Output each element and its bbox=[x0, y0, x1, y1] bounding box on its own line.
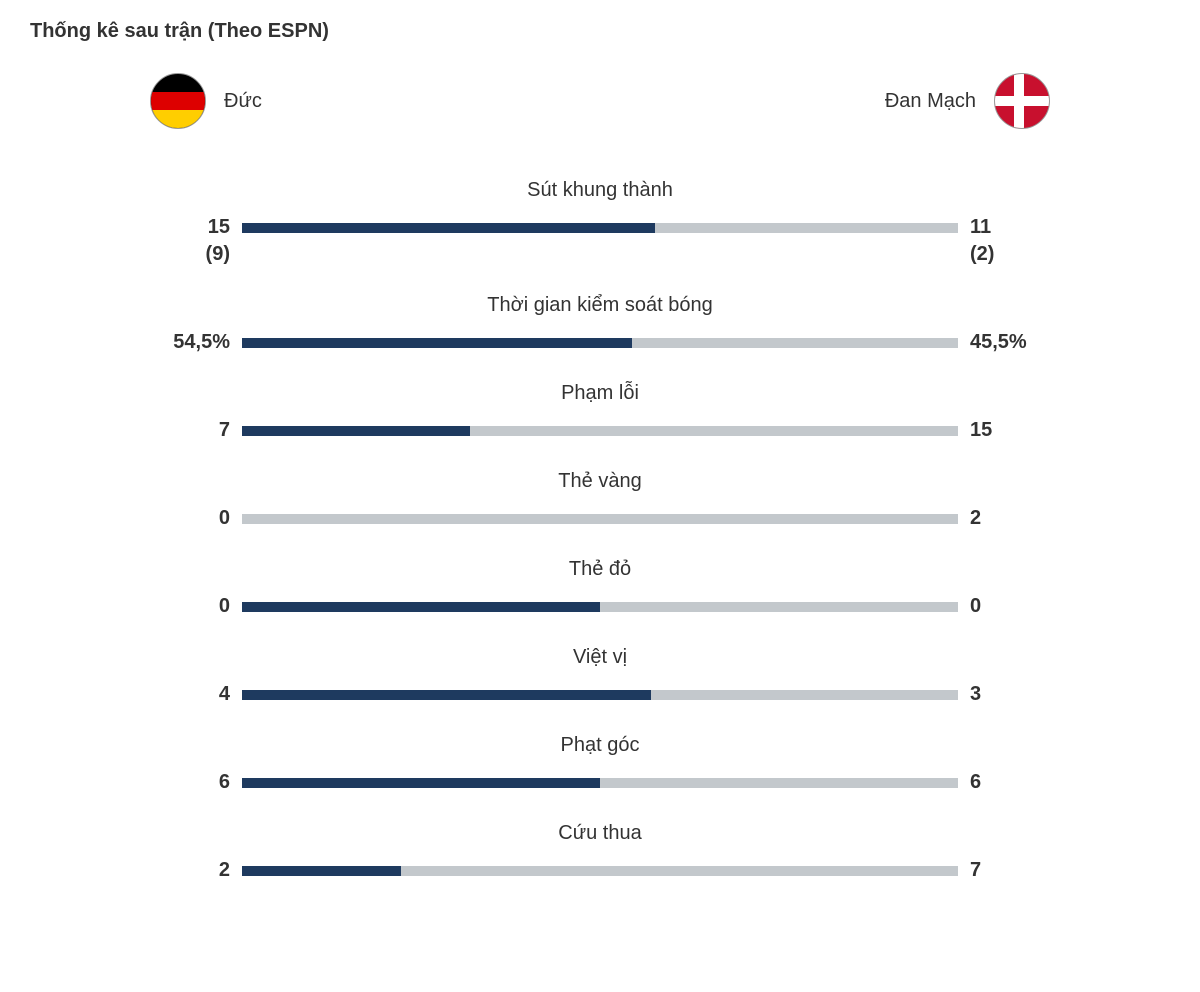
stat-bar-fill bbox=[242, 690, 651, 700]
stat-label: Sút khung thành bbox=[150, 179, 1050, 202]
stat-block: Cứu thua27 bbox=[150, 822, 1050, 882]
stat-row: 43 bbox=[150, 683, 1050, 706]
stat-block: Sút khung thành 15(9) 11(2) bbox=[150, 179, 1050, 266]
stat-label: Phạm lỗi bbox=[150, 382, 1050, 405]
stat-value-left: 54,5% bbox=[150, 331, 230, 354]
stat-row: 54,5% 45,5% bbox=[150, 331, 1050, 354]
stat-bar bbox=[242, 514, 958, 524]
stat-value-right: 11(2) bbox=[970, 216, 1050, 266]
stat-bar bbox=[242, 426, 958, 436]
stat-value-right: 45,5% bbox=[970, 331, 1050, 354]
team-right-name: Đan Mạch bbox=[885, 90, 976, 113]
stat-value-right: 2 bbox=[970, 507, 1050, 530]
team-left: Đức bbox=[150, 73, 262, 129]
stat-label: Việt vị bbox=[150, 646, 1050, 669]
stat-row: 15(9) 11(2) bbox=[150, 216, 1050, 266]
stat-block: Phạt góc66 bbox=[150, 734, 1050, 794]
stat-value-left: 0 bbox=[150, 507, 230, 530]
stat-block: Thẻ đỏ00 bbox=[150, 558, 1050, 618]
stat-value-left: 0 bbox=[150, 595, 230, 618]
stat-value-left: 15(9) bbox=[150, 216, 230, 266]
stat-value-right: 3 bbox=[970, 683, 1050, 706]
stat-block: Việt vị43 bbox=[150, 646, 1050, 706]
stat-row: 66 bbox=[150, 771, 1050, 794]
stat-bar bbox=[242, 690, 958, 700]
stat-row: 27 bbox=[150, 859, 1050, 882]
stat-bar bbox=[242, 338, 958, 348]
stat-bar-fill bbox=[242, 602, 600, 612]
stat-row: 7 15 bbox=[150, 419, 1050, 442]
team-left-name: Đức bbox=[224, 90, 262, 113]
stat-bar bbox=[242, 866, 958, 876]
stats-container: Sút khung thành 15(9) 11(2) Thời gian kiểm … bbox=[30, 179, 1170, 882]
germany-flag-icon bbox=[150, 73, 206, 129]
teams-row: Đức Đan Mạch bbox=[30, 73, 1170, 129]
stat-bar bbox=[242, 602, 958, 612]
stat-value-left: 6 bbox=[150, 771, 230, 794]
stat-block: Phạm lỗi 7 15 bbox=[150, 382, 1050, 442]
stat-bar-fill bbox=[242, 866, 401, 876]
stat-block: Thẻ vàng02 bbox=[150, 470, 1050, 530]
stat-row: 02 bbox=[150, 507, 1050, 530]
stat-label: Cứu thua bbox=[150, 822, 1050, 845]
stat-bar-fill bbox=[242, 223, 655, 233]
stat-value-left: 7 bbox=[150, 419, 230, 442]
stat-bar-fill bbox=[242, 778, 600, 788]
stat-bar bbox=[242, 778, 958, 788]
team-right: Đan Mạch bbox=[885, 73, 1050, 129]
stat-value-left: 4 bbox=[150, 683, 230, 706]
page-title: Thống kê sau trận (Theo ESPN) bbox=[30, 20, 1170, 43]
stat-label: Thẻ đỏ bbox=[150, 558, 1050, 581]
denmark-flag-icon bbox=[994, 73, 1050, 129]
stat-label: Thời gian kiểm soát bóng bbox=[150, 294, 1050, 317]
stat-block: Thời gian kiểm soát bóng 54,5% 45,5% bbox=[150, 294, 1050, 354]
stat-row: 00 bbox=[150, 595, 1050, 618]
stat-value-right: 6 bbox=[970, 771, 1050, 794]
stat-value-right: 7 bbox=[970, 859, 1050, 882]
stat-label: Phạt góc bbox=[150, 734, 1050, 757]
stat-value-left: 2 bbox=[150, 859, 230, 882]
stat-bar-fill bbox=[242, 426, 470, 436]
stat-value-right: 0 bbox=[970, 595, 1050, 618]
stat-value-right: 15 bbox=[970, 419, 1050, 442]
stat-label: Thẻ vàng bbox=[150, 470, 1050, 493]
stat-bar-fill bbox=[242, 338, 632, 348]
stat-bar bbox=[242, 223, 958, 233]
